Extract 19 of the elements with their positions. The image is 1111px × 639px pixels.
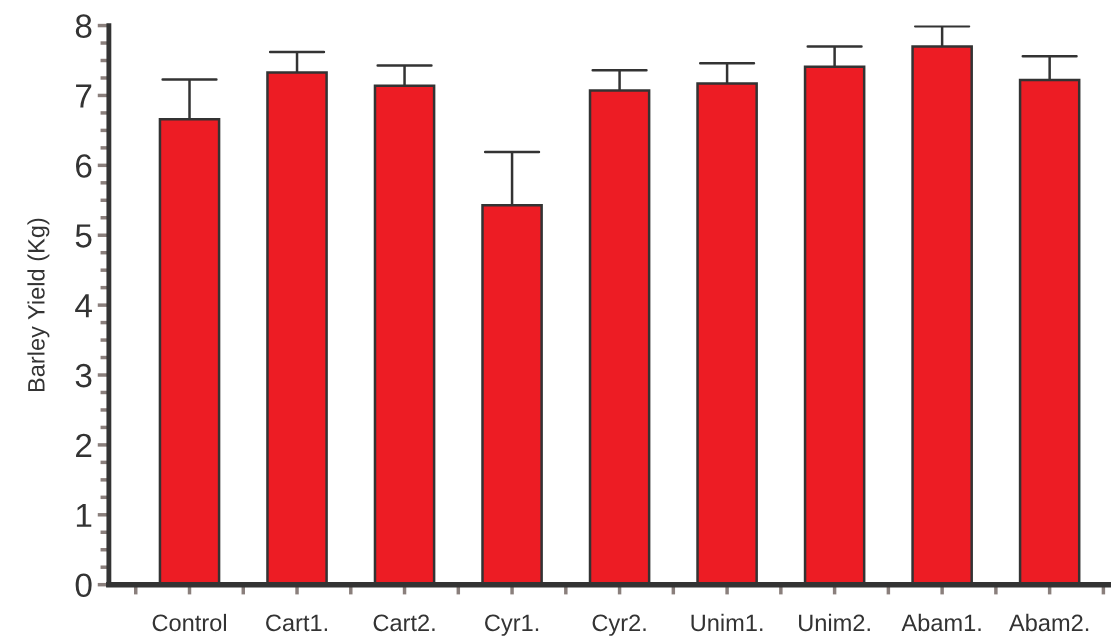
x-tick-label: Cyr2. (592, 614, 646, 636)
y-tick-label: 8 (75, 14, 92, 38)
x-tick-label: Control (152, 613, 226, 632)
y-tick-label: 6 (76, 154, 92, 178)
y-tick-label: 4 (75, 294, 92, 318)
y-tick-label: 1 (76, 503, 92, 527)
y-tick-label: 3 (75, 363, 92, 388)
y-tick-label: 7 (76, 84, 92, 108)
x-tick-label: Cart1. (266, 614, 328, 632)
x-tick-label: Abam2. (1009, 613, 1089, 632)
x-tick-label: Unim2. (799, 613, 870, 632)
x-tick-label: Abam1. (901, 613, 981, 632)
y-tick-label: 2 (76, 433, 92, 457)
x-tick-label: Cyr1. (485, 614, 539, 636)
x-tick-label: Unim1. (691, 613, 763, 632)
y-tick-label: 5 (75, 224, 92, 248)
y-tick-label: 0 (75, 573, 92, 598)
x-tick-label: Cart2. (373, 614, 435, 632)
y-axis-title: Barley Yield (Kg) (27, 218, 50, 392)
